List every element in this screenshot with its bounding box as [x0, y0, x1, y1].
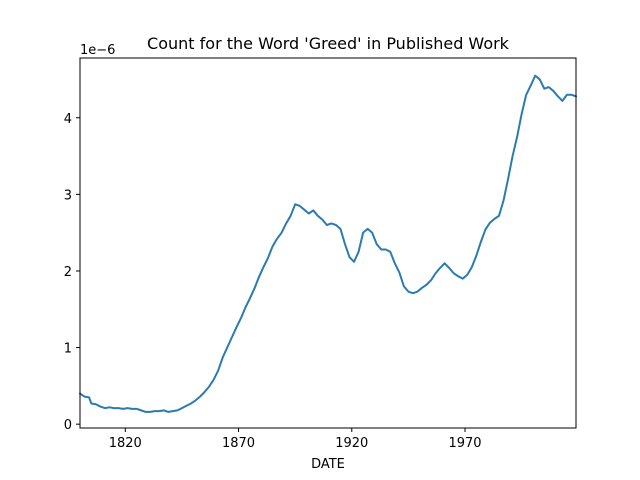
y-tick-label-4: 4	[64, 112, 72, 127]
y-tick-label-2: 2	[64, 265, 72, 280]
y-axis-ticks: 0 1 2 3 4	[64, 112, 80, 433]
x-axis-label: DATE	[311, 457, 345, 472]
axes-frame	[79, 57, 577, 429]
x-tick-label-3: 1970	[448, 436, 481, 451]
x-axis-ticks: 1820 1870 1920 1970	[109, 428, 482, 451]
x-tick-label-0: 1820	[109, 436, 142, 451]
chart-title: Count for the Word 'Greed' in Published …	[147, 34, 510, 53]
y-tick-label-0: 0	[64, 418, 72, 433]
y-offset-label: 1e−6	[80, 43, 115, 58]
y-tick-label-1: 1	[64, 342, 72, 357]
x-tick-label-2: 1920	[335, 436, 368, 451]
y-tick-label-3: 3	[64, 188, 72, 203]
x-tick-label-1: 1870	[222, 436, 255, 451]
series-line-0	[79, 74, 577, 413]
plot-area	[79, 74, 577, 413]
